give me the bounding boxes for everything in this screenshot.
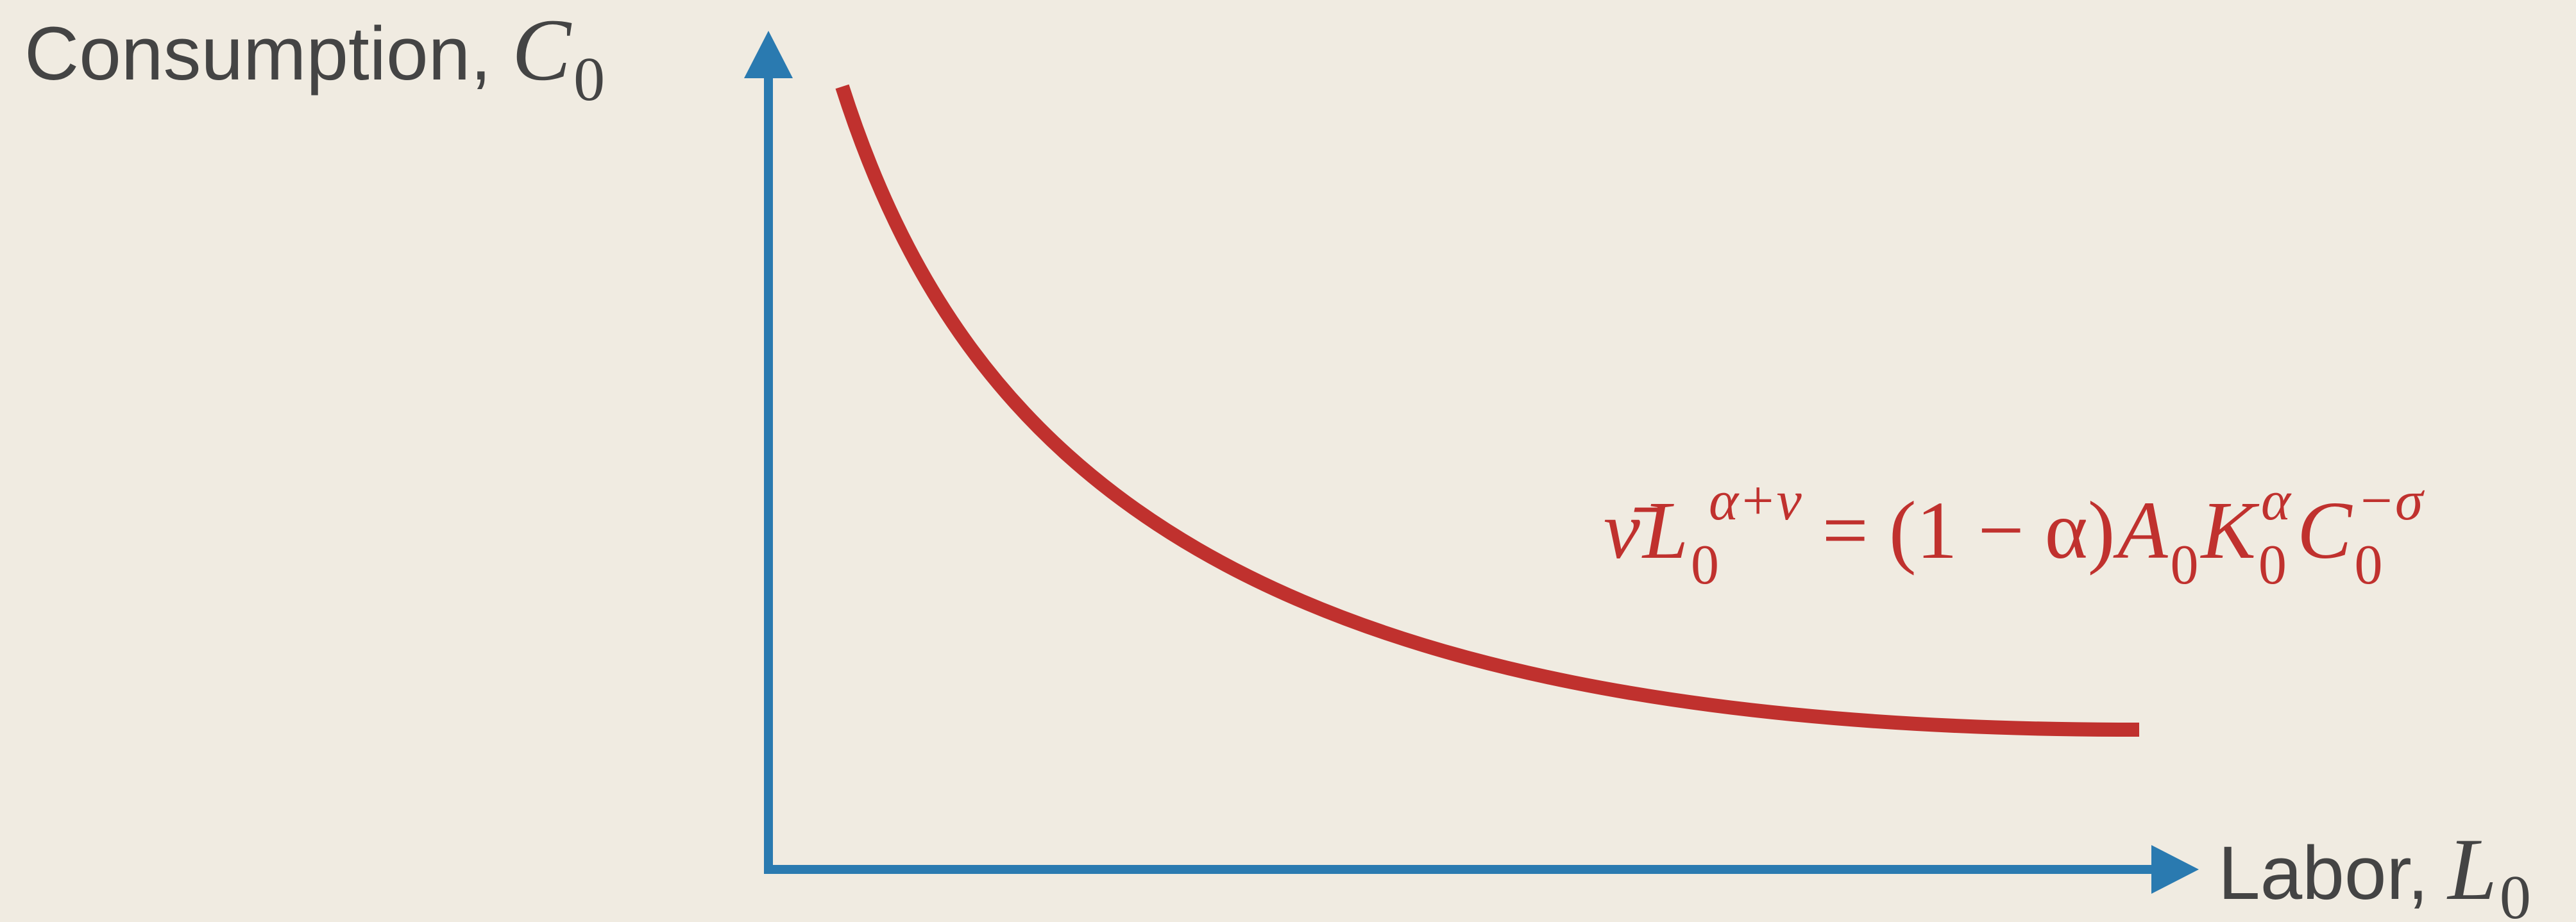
x-axis-label: Labor, L 0 — [2218, 820, 2531, 922]
x-axis-arrowhead — [2151, 845, 2199, 894]
eq-k-subscript: 0 — [2258, 534, 2287, 596]
eq-a-subscript: 0 — [2171, 534, 2199, 596]
eq-equals-sign: = — [1822, 485, 1868, 576]
eq-c-subscript: 0 — [2354, 534, 2382, 596]
eq-k-superscript: α — [2261, 470, 2292, 532]
eq-k-variable: K — [2200, 485, 2260, 576]
eq-lhs-subscript: 0 — [1691, 534, 1719, 596]
eq-a-variable: A — [2113, 485, 2168, 576]
eq-factor: (1 − α) — [1889, 485, 2115, 576]
curve-equation: ν̄ L 0 α+ν = (1 − α) A 0 K 0 α C 0 −σ — [1604, 470, 2425, 596]
y-axis-label: Consumption, C 0 — [24, 1, 605, 114]
eq-c-superscript: −σ — [2357, 470, 2425, 532]
x-axis-subscript: 0 — [2500, 863, 2531, 922]
x-axis-label-text: Labor, — [2218, 831, 2428, 916]
x-axis-symbol: L — [2446, 820, 2497, 918]
y-axis-subscript: 0 — [573, 45, 605, 114]
eq-lhs-variable: L — [1641, 485, 1688, 576]
labor-supply-curve — [835, 84, 2140, 737]
y-axis-symbol: C — [512, 1, 572, 99]
eq-c-variable: C — [2297, 485, 2353, 576]
y-axis-label-text: Consumption, — [24, 12, 491, 96]
y-axis-arrowhead — [744, 31, 793, 78]
eq-lhs-superscript: α+ν — [1709, 470, 1802, 532]
